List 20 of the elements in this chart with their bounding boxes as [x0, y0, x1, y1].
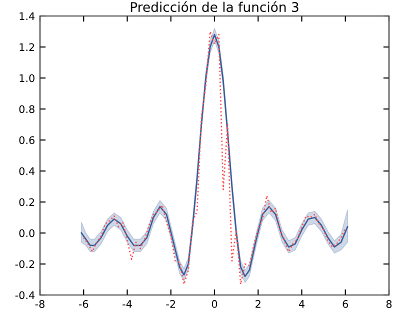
y-tick-label: 0.0: [19, 229, 34, 238]
x-tick-label: -6: [78, 300, 88, 308]
chart-title: Predicción de la función 3: [130, 1, 298, 12]
x-tick-label: -2: [166, 300, 176, 308]
x-tick-label: -8: [35, 300, 44, 308]
x-tick-label: 4: [298, 300, 304, 308]
x-tick-label: 8: [386, 300, 392, 308]
y-tick-label: 0.8: [19, 105, 34, 114]
x-tick-label: 2: [256, 300, 260, 308]
x-tick-label: 0: [212, 300, 218, 308]
y-tick-label: 0.2: [19, 198, 34, 206]
y-tick-label: -0.4: [15, 291, 35, 300]
y-tick-label: 1.4: [20, 12, 35, 20]
x-tick-label: 6: [342, 300, 348, 308]
x-tick-label: -4: [122, 300, 132, 308]
y-tick-label: -0.2: [15, 260, 34, 268]
y-tick-label: 1.2: [20, 43, 34, 51]
y-tick-label: 1.0: [20, 74, 34, 82]
y-tick-label: 0.6: [19, 136, 34, 144]
y-tick-label: 0.4: [19, 167, 35, 176]
